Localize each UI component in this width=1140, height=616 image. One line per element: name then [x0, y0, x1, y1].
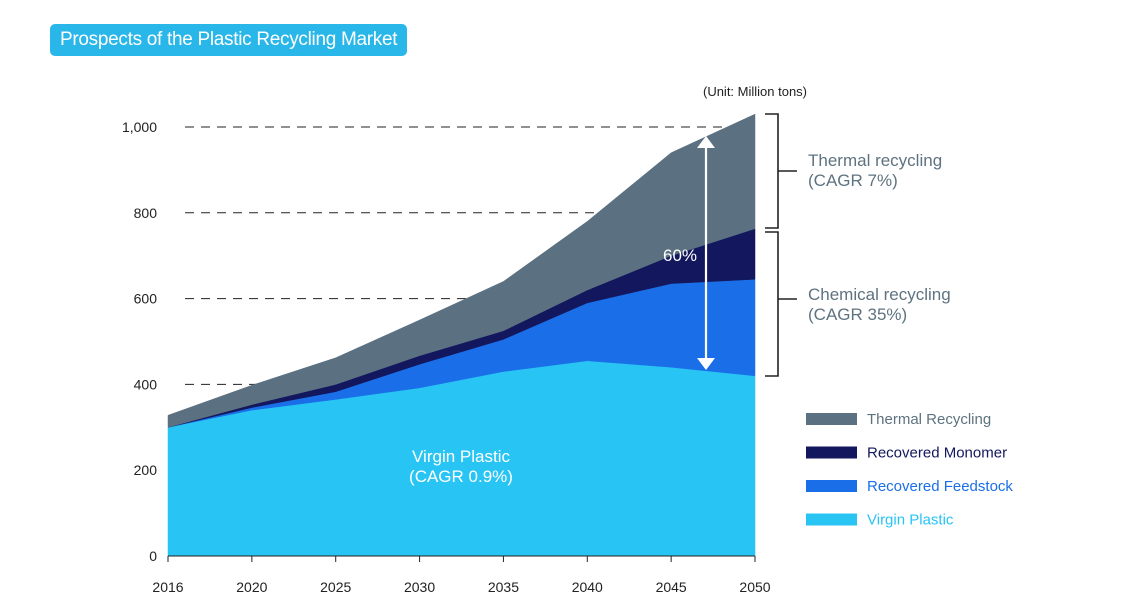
x-tick-label: 2020 — [236, 579, 267, 595]
chemical-bracket-label: Chemical recycling — [808, 285, 951, 304]
x-tick-label: 2035 — [488, 579, 519, 595]
chemical-bracket — [765, 231, 797, 377]
x-tick-label: 2050 — [739, 579, 770, 595]
legend-swatch-virgin-plastic — [806, 513, 857, 526]
legend: Thermal Recycling Recovered Monomer Recove… — [806, 411, 1013, 529]
y-tick-label: 0 — [149, 548, 157, 564]
legend-label-thermal-recycling: Thermal Recycling — [867, 411, 991, 428]
chart-title: Prospects of the Plastic Recycling Marke… — [50, 24, 408, 56]
y-tick-label: 800 — [134, 205, 158, 221]
thermal-bracket — [765, 113, 797, 229]
x-tick-label: 2030 — [404, 579, 435, 595]
x-tick-label: 2045 — [656, 579, 687, 595]
virgin-cagr: (CAGR 0.9%) — [409, 467, 513, 486]
x-tick-label: 2016 — [152, 579, 183, 595]
axes: 2016 2020 2025 2030 2035 2040 2045 2050 0 200 400 6… — [122, 119, 771, 595]
legend-label-recovered-monomer: Recovered Monomer — [867, 445, 1007, 462]
area-thermal-recycling — [167, 113, 756, 428]
chemical-bracket-cagr: (CAGR 35%) — [808, 305, 907, 324]
area-layers — [167, 113, 756, 557]
y-tick-label: 1,000 — [122, 119, 157, 135]
x-tick-label: 2025 — [320, 579, 351, 595]
y-tick-label: 200 — [134, 462, 158, 478]
thermal-bracket-cagr: (CAGR 7%) — [808, 171, 898, 190]
y-tick-label: 400 — [134, 376, 158, 392]
virgin-label: Virgin Plastic — [412, 447, 510, 466]
y-tick-label: 600 — [134, 291, 158, 307]
legend-swatch-thermal-recycling — [806, 413, 857, 425]
legend-swatch-recovered-feedstock — [806, 480, 857, 492]
recycled-label: Recycled plastic — [400, 151, 523, 170]
x-tick-label: 2040 — [572, 579, 603, 595]
share-label: 60% — [663, 246, 697, 265]
legend-swatch-recovered-monomer — [806, 446, 857, 459]
thermal-bracket-label: Thermal recycling — [808, 151, 942, 170]
share-arrow — [697, 136, 715, 370]
unit-note: (Unit: Million tons) — [703, 84, 807, 99]
legend-label-recovered-feedstock: Recovered Feedstock — [867, 478, 1013, 495]
recycled-cagr: (CAGR 9.1%) — [409, 171, 513, 190]
legend-label-virgin-plastic: Virgin Plastic — [867, 512, 954, 529]
